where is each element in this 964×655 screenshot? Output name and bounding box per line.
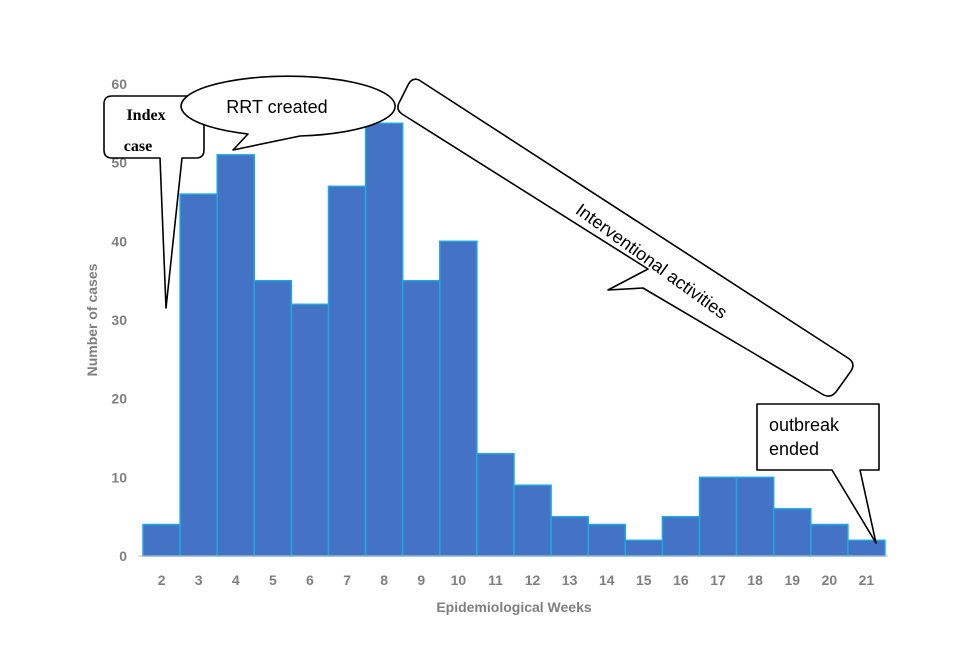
bars-group — [142, 122, 886, 557]
bar-week-6 — [290, 303, 330, 557]
outbreak-ended-label-line2: ended — [769, 439, 819, 459]
bar-week-5 — [253, 279, 293, 557]
outbreak-ended-label-line1: outbreak — [769, 415, 840, 435]
bar-week-19 — [772, 508, 812, 557]
x-tick-label: 2 — [158, 572, 166, 588]
x-tick-label: 18 — [747, 572, 763, 588]
bar-week-10 — [439, 240, 478, 557]
rrt-created-label: RRT created — [226, 97, 327, 117]
x-tick-label: 20 — [822, 572, 838, 588]
y-tick-label: 30 — [111, 312, 127, 328]
y-axis-title: Number of cases — [84, 263, 100, 376]
x-tick-label: 8 — [380, 572, 388, 588]
x-tick-label: 9 — [417, 572, 425, 588]
x-tick-label: 17 — [710, 572, 726, 588]
x-tick-label: 19 — [785, 572, 801, 588]
y-tick-label: 60 — [111, 76, 127, 92]
bar-week-11 — [476, 452, 515, 557]
x-tick-label: 14 — [599, 572, 615, 588]
x-tick-label: 13 — [562, 572, 578, 588]
bar-week-3 — [179, 193, 218, 557]
outbreak-ended-callout: outbreak ended — [756, 403, 880, 544]
x-tick-labels: 2 3 4 5 6 7 8 9 10 11 12 13 14 15 16 17 18 19 20 21 — [158, 572, 875, 588]
x-tick-label: 7 — [343, 572, 351, 588]
x-tick-label: 15 — [636, 572, 652, 588]
bar-week-17 — [698, 476, 738, 557]
x-tick-label: 6 — [306, 572, 314, 588]
bar-week-20 — [810, 523, 849, 557]
index-case-label-line1: Index — [126, 107, 165, 124]
y-tick-label: 10 — [111, 469, 127, 485]
x-tick-label: 12 — [525, 572, 541, 588]
x-tick-label: 5 — [269, 572, 277, 588]
rrt-created-callout-shape — [180, 75, 396, 151]
x-tick-label: 3 — [195, 572, 203, 588]
bar-week-9 — [401, 279, 441, 557]
bar-week-21 — [847, 539, 886, 557]
y-tick-label: 0 — [119, 548, 127, 564]
x-tick-label: 16 — [673, 572, 689, 588]
outbreak-ended-callout-shape — [756, 403, 880, 544]
y-tick-label: 40 — [111, 233, 127, 249]
bar-week-13 — [550, 515, 589, 557]
rrt-created-callout: RRT created — [180, 75, 396, 151]
bar-week-4 — [216, 154, 256, 557]
bar-week-7 — [327, 185, 367, 557]
interventional-activities-callout-shape — [397, 78, 854, 397]
bar-week-15 — [624, 539, 664, 557]
x-tick-label: 11 — [488, 572, 503, 588]
x-tick-label: 10 — [451, 572, 467, 588]
interventional-activities-label: Interventional activities — [572, 200, 731, 323]
bar-week-14 — [587, 523, 627, 557]
x-axis-title: Epidemiological Weeks — [436, 599, 592, 615]
x-tick-label: 4 — [232, 572, 240, 588]
bar-week-8 — [364, 122, 404, 557]
bar-week-2 — [142, 523, 181, 557]
index-case-label-line2: case — [124, 138, 152, 155]
bar-week-16 — [661, 515, 701, 557]
bar-week-18 — [735, 476, 775, 557]
x-tick-label: 21 — [859, 572, 875, 588]
y-tick-label: 20 — [111, 391, 127, 407]
bar-week-12 — [513, 484, 552, 557]
